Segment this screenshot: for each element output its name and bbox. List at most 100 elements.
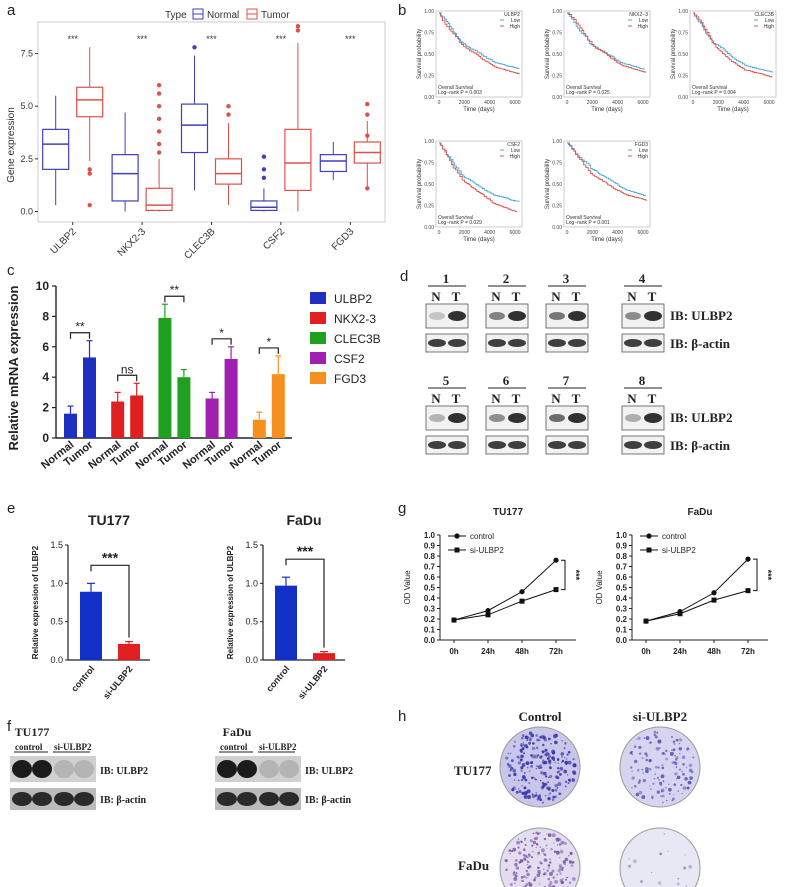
colony-dot	[553, 759, 556, 762]
x-tick-label: 0	[566, 100, 569, 106]
gene-name: CSF2	[507, 142, 520, 148]
bar-CSF2-0	[205, 398, 219, 438]
colony-dot	[572, 758, 575, 761]
ib-ulbp2-label: IB: ULBP2	[670, 308, 732, 323]
colony-dot	[689, 776, 693, 780]
colony-dot	[567, 778, 571, 782]
series-line-control	[645, 558, 749, 622]
colony-dot	[524, 839, 526, 842]
series-point-control	[485, 608, 491, 614]
colony-dot	[548, 761, 552, 765]
colony-dot	[556, 757, 560, 761]
colony-dot	[631, 776, 635, 780]
colony-dot	[558, 792, 562, 796]
colony-dot	[565, 878, 567, 881]
colony-dot	[537, 851, 541, 855]
colony-dot	[531, 844, 534, 847]
band-actin-T	[448, 441, 466, 449]
colony-dot	[531, 850, 534, 853]
colony-dot	[540, 862, 543, 865]
colony-dot	[509, 883, 513, 887]
colony-dot	[510, 849, 514, 853]
y-tick-label: 0.7	[616, 563, 628, 572]
colony-dot	[678, 768, 681, 771]
significance-label: ns	[121, 362, 134, 376]
box-normal-CLEC3B	[180, 103, 209, 154]
caption: Overall Survival	[438, 85, 473, 91]
outlier-point	[365, 101, 370, 107]
series-point-si	[643, 618, 649, 624]
significance-bracket	[117, 374, 138, 382]
x-tick-label: 2000	[587, 100, 598, 106]
legend-swatch-CSF2	[310, 352, 326, 364]
colony-dot	[542, 761, 546, 765]
colony-dot	[505, 868, 508, 871]
od-chart-FaDu: FaDu 0.00.1 0.20.3 0.40.5 0.60.7 0.80.9 1.0 OD …	[595, 507, 773, 656]
colony-dot	[520, 876, 524, 879]
colony-dot	[684, 777, 688, 781]
colony-dot	[548, 861, 552, 864]
x-tick-label: 2000	[459, 100, 470, 106]
colony-dot	[525, 869, 529, 873]
colony-dot	[681, 792, 684, 795]
colony-dot	[645, 767, 649, 771]
colony-dot	[657, 739, 662, 744]
x-tick-label: control	[69, 664, 96, 694]
colony-dot	[531, 746, 536, 751]
legend-high: High	[764, 24, 775, 30]
x-tick-label: 72h	[549, 647, 563, 656]
significance-bracket	[753, 558, 758, 592]
band-ulbp2	[259, 760, 279, 778]
colony-dot	[537, 765, 542, 770]
series-point-control	[711, 590, 717, 596]
ib-actin-label: IB: β-actin	[670, 336, 731, 351]
colony-dot	[638, 745, 642, 750]
colony-dot	[540, 764, 542, 766]
box-tumor-NKX2-3	[145, 187, 173, 212]
colony-dot	[520, 778, 524, 782]
colony-dot	[548, 872, 553, 876]
y-tick-label: 0.4	[616, 594, 628, 603]
x-tick-label: si-ULBP2	[101, 664, 134, 701]
colony-dot	[514, 859, 518, 862]
colony-dot	[562, 860, 566, 864]
x-axis-label: Time (days)	[717, 107, 748, 113]
box-normal-ULBP2	[42, 128, 70, 170]
y-tick-label: 0.00	[552, 95, 562, 101]
colony-dot	[652, 782, 655, 785]
colony-dot	[557, 767, 559, 770]
colony-dot	[522, 848, 526, 852]
bar-NKX2-3-0	[111, 401, 125, 438]
y-tick-label: 0.75	[424, 31, 434, 37]
colony-dot	[508, 764, 512, 768]
significance-label: **	[75, 320, 85, 334]
bar-si-ULBP2	[313, 653, 335, 660]
colony-dot	[654, 773, 656, 776]
colony-dot	[563, 747, 566, 750]
y-tick-label: 0.50	[424, 182, 434, 188]
colony-dot	[517, 761, 522, 765]
colony-dot	[656, 731, 659, 734]
colony-dot	[536, 797, 540, 801]
colony-dot	[560, 752, 565, 756]
colony-dot	[504, 859, 508, 863]
band-ulbp2	[54, 760, 74, 778]
p-value: Log−rank P = 0.029	[438, 220, 482, 226]
colony-dot	[671, 761, 675, 765]
y-tick-label: 10	[36, 279, 50, 293]
colony-dot	[541, 781, 545, 785]
legend-label: FGD3	[334, 372, 366, 386]
colony-dot	[673, 793, 675, 795]
colony-dot	[653, 733, 657, 737]
colony-dot	[542, 785, 545, 788]
lane-label-N: N	[551, 391, 561, 406]
blot-actin-box	[621, 333, 665, 353]
sample-number: 8	[639, 373, 646, 388]
colony-dot	[642, 779, 646, 783]
y-tick-label: 2.5	[20, 154, 33, 164]
y-tick-label: 0.00	[424, 225, 434, 231]
x-tick-label: 0	[692, 100, 695, 106]
colony-dot	[534, 754, 538, 759]
colony-dot	[675, 766, 678, 768]
series-point-control	[745, 556, 751, 562]
